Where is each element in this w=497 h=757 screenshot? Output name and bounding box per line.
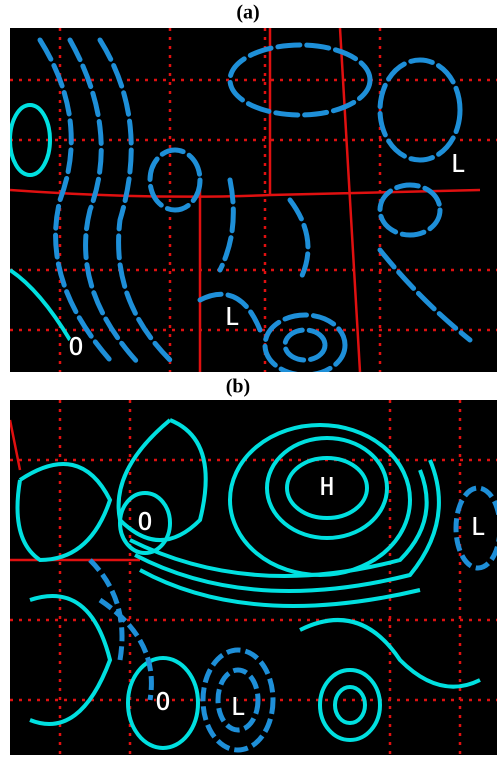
pressure-marker: O xyxy=(68,333,84,363)
pressure-marker: L xyxy=(224,303,240,333)
pressure-marker: L xyxy=(470,513,486,543)
map-panel-a: L L O xyxy=(10,28,497,372)
pressure-marker: L xyxy=(450,150,466,180)
panel-label: (a) xyxy=(236,2,259,24)
pressure-marker: O xyxy=(155,688,171,718)
map-panel-b: H O L O L xyxy=(10,400,497,755)
pressure-marker: H xyxy=(319,473,335,503)
panel-label: (b) xyxy=(226,376,250,398)
pressure-marker: L xyxy=(230,693,246,723)
pressure-marker: O xyxy=(137,508,153,538)
